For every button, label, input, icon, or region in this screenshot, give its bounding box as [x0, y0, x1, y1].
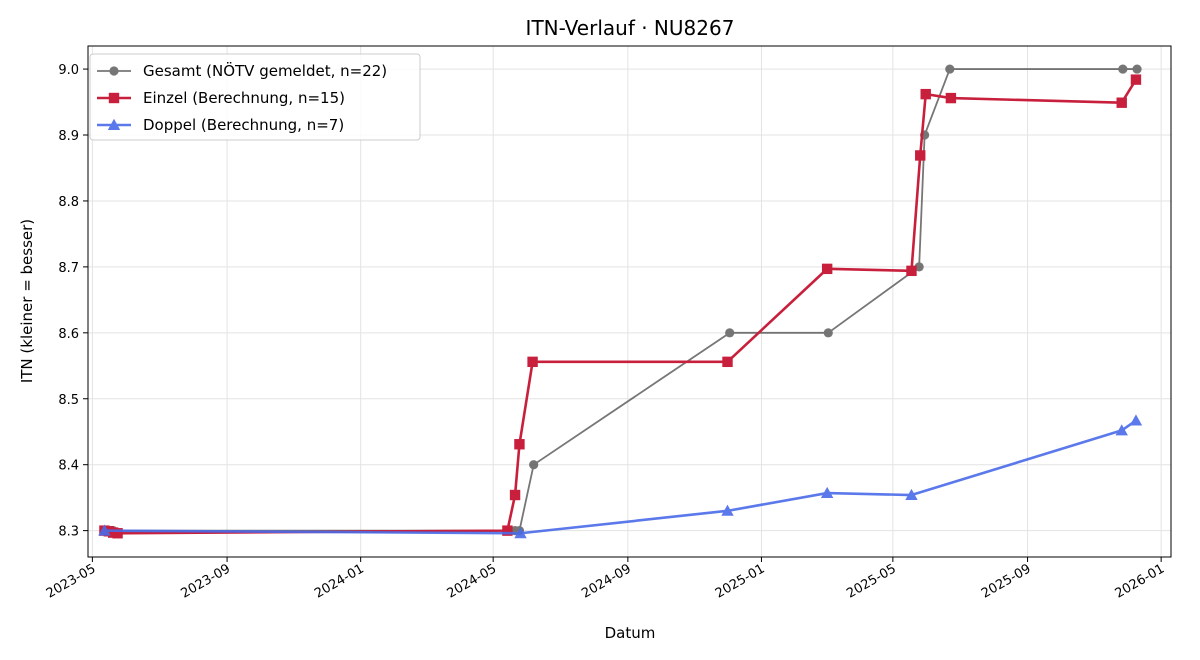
data-point: [502, 525, 513, 536]
plot-frame: [87, 45, 1172, 558]
legend-entry: [97, 66, 131, 76]
legend-label: Doppel (Berechnung, n=7): [143, 116, 344, 134]
data-point: [514, 439, 525, 450]
x-tick-label: 2025-01: [713, 561, 768, 601]
data-point: [823, 328, 833, 338]
plot-series: [98, 64, 1143, 539]
y-tick-label: 9.0: [58, 63, 79, 78]
x-tick-label: 2023-05: [44, 561, 99, 601]
data-point: [821, 263, 833, 275]
legend-marker: [109, 66, 119, 76]
data-point: [920, 88, 931, 100]
grid-lines: [88, 46, 1171, 557]
y-axis-title: ITN (kleiner = besser): [18, 219, 36, 383]
data-point: [722, 356, 733, 368]
data-point: [721, 504, 734, 516]
data-point: [1116, 97, 1127, 108]
legend-label: Gesamt (NÖTV gemeldet, n=22): [143, 61, 387, 80]
data-point: [98, 524, 111, 536]
series-line: [104, 419, 1137, 535]
x-axis-title: Datum: [605, 624, 656, 642]
data-point: [945, 64, 955, 74]
data-point: [529, 460, 539, 470]
x-tick-label: 2024-01: [312, 561, 367, 601]
legend-entry: [97, 118, 131, 130]
data-point: [820, 486, 834, 499]
data-point: [509, 489, 521, 501]
data-point: [1129, 414, 1143, 426]
chart-legend: Gesamt (NÖTV gemeldet, n=22) Einzel (Bere…: [89, 53, 421, 141]
y-tick-label: 8.9: [58, 129, 79, 144]
data-point: [1115, 424, 1128, 436]
chart-title: ITN-Verlauf · NU8267: [526, 16, 735, 40]
data-point: [1118, 64, 1128, 74]
x-tick-label: 2024-05: [445, 561, 500, 601]
y-tick-label: 8.7: [58, 261, 79, 276]
x-tick-label: 2023-09: [179, 561, 234, 601]
data-point: [527, 356, 538, 368]
data-point: [906, 265, 917, 277]
data-point: [1132, 64, 1142, 74]
x-tick-label: 2026-01: [1113, 561, 1168, 601]
data-point: [915, 150, 926, 161]
data-point: [945, 92, 957, 104]
data-point: [905, 488, 918, 500]
data-point: [514, 527, 527, 539]
x-tick-label: 2025-05: [844, 561, 899, 601]
series-line: [104, 78, 1138, 535]
series-square: [99, 74, 1142, 539]
legend-label: Einzel (Berechnung, n=15): [143, 89, 345, 107]
series-triangle: [98, 414, 1143, 539]
legend-box: [89, 53, 421, 141]
data-point: [725, 328, 735, 338]
y-axis-ticks: 8.3 8.4 8.5 8.6 8.7 8.8 8.9 9.0: [58, 63, 88, 540]
x-axis-ticks: 2023-05 2023-09 2024-01 2024-05 2024-09 2025-…: [44, 557, 1167, 602]
legend-marker: [108, 92, 120, 104]
y-tick-label: 8.5: [58, 393, 79, 408]
y-tick-label: 8.6: [58, 327, 79, 342]
legend-entry: [97, 92, 131, 104]
y-tick-label: 8.8: [58, 195, 79, 210]
data-point: [112, 528, 123, 539]
x-tick-label: 2025-09: [979, 561, 1034, 601]
y-tick-label: 8.3: [58, 525, 79, 540]
y-tick-label: 8.4: [58, 459, 79, 474]
x-tick-label: 2024-09: [579, 561, 634, 601]
legend-marker: [107, 118, 121, 130]
data-point: [914, 262, 924, 272]
data-point: [1130, 74, 1142, 85]
